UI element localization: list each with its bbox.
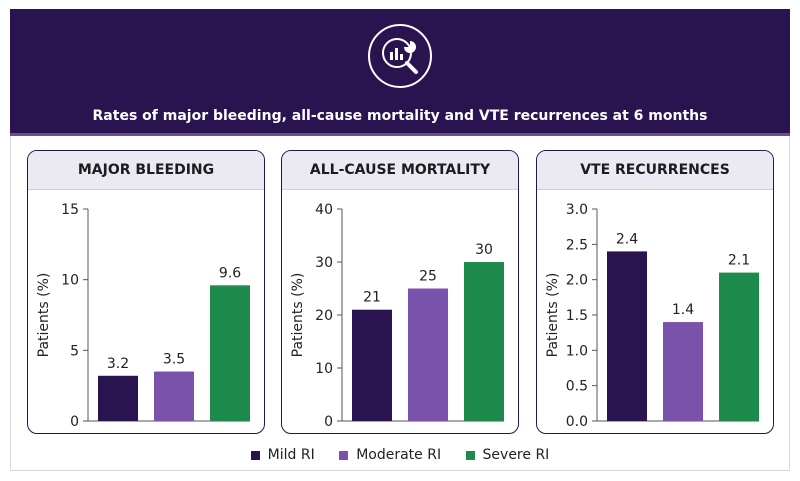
y-tick-label: 1.0 [566,343,588,359]
panel-header: ALL-CAUSE MORTALITY [282,151,518,190]
legend-swatch [250,450,260,460]
major-bleeding-panel: MAJOR BLEEDING Patients (%) 0 5 10 15 3.2 3.5 9… [27,150,265,434]
legend-label: Mild RI [267,447,315,463]
chart-title: VTE RECURRENCES [580,162,730,178]
y-axis-label: Patients (%) [290,273,306,358]
legend-item-severe: Severe RI [465,447,550,463]
all-cause-mortality-chart: Patients (%) 0 10 20 30 40 21 25 30 [290,202,504,430]
data-label: 21 [363,290,381,306]
all-cause-mortality-panel: ALL-CAUSE MORTALITY Patients (%) 0 10 20 30 4… [281,150,519,434]
bar-moderate-ri [154,371,194,421]
vte-recurrences-chart: Patients (%) 0.0 0.5 1.0 1.5 2.0 2.5 3.0 2.4 1.4 2… [545,202,759,430]
legend-swatch [465,450,475,460]
y-tick-label: 10 [315,361,333,377]
legend-item-moderate: Moderate RI [339,447,441,463]
y-tick-label: 0.5 [566,379,588,395]
vte-recurrences-panel: VTE RECURRENCES Patients (%) 0.0 0.5 1.0 1.5… [536,150,774,434]
data-label: 3.2 [107,356,129,372]
header-banner [10,9,790,133]
header-divider [10,133,790,136]
data-label: 30 [475,242,493,258]
bar-mild-ri [352,309,392,421]
y-tick-label: 5 [70,343,79,359]
legend: Mild RI Moderate RI Severe RI [0,447,800,464]
bar-severe-ri [210,285,250,421]
y-tick-label: 15 [61,202,79,218]
bar-mild-ri [98,375,138,421]
y-tick-label: 30 [315,255,333,271]
y-axis-label: Patients (%) [36,273,52,358]
data-label: 3.5 [163,352,185,368]
data-label: 2.4 [616,231,638,247]
data-label: 9.6 [219,265,241,281]
y-tick-label: 3.0 [566,202,588,218]
bar-moderate-ri [663,322,703,421]
y-tick-label: 0 [70,414,79,430]
major-bleeding-chart: Patients (%) 0 5 10 15 3.2 3.5 9.6 [36,202,250,430]
y-tick-label: 2.5 [566,237,588,253]
y-tick-label: 2.0 [566,273,588,289]
y-tick-label: 10 [61,273,79,289]
page-title: Rates of major bleeding, all-cause morta… [92,108,708,124]
legend-label: Severe RI [482,447,550,463]
y-tick-label: 40 [315,202,333,218]
legend-swatch [339,450,349,460]
chart-title: MAJOR BLEEDING [77,162,215,178]
y-tick-label: 1.5 [566,308,588,324]
panel-header: VTE RECURRENCES [537,151,773,190]
y-tick-label: 0.0 [566,414,588,430]
data-label: 1.4 [672,302,694,318]
bar-mild-ri [607,251,647,421]
data-label: 25 [419,269,437,285]
y-axis-label: Patients (%) [545,273,561,358]
y-tick-label: 0 [324,414,333,430]
chart-title: ALL-CAUSE MORTALITY [309,162,491,178]
bar-severe-ri [464,262,504,421]
legend-label: Moderate RI [356,447,442,463]
panel-header: MAJOR BLEEDING [28,151,264,190]
data-label: 2.1 [728,253,750,269]
legend-item-mild: Mild RI [250,447,315,463]
y-tick-label: 20 [315,308,333,324]
bar-severe-ri [719,272,759,421]
magnifier-chart-icon [368,24,432,88]
bar-moderate-ri [408,288,448,421]
